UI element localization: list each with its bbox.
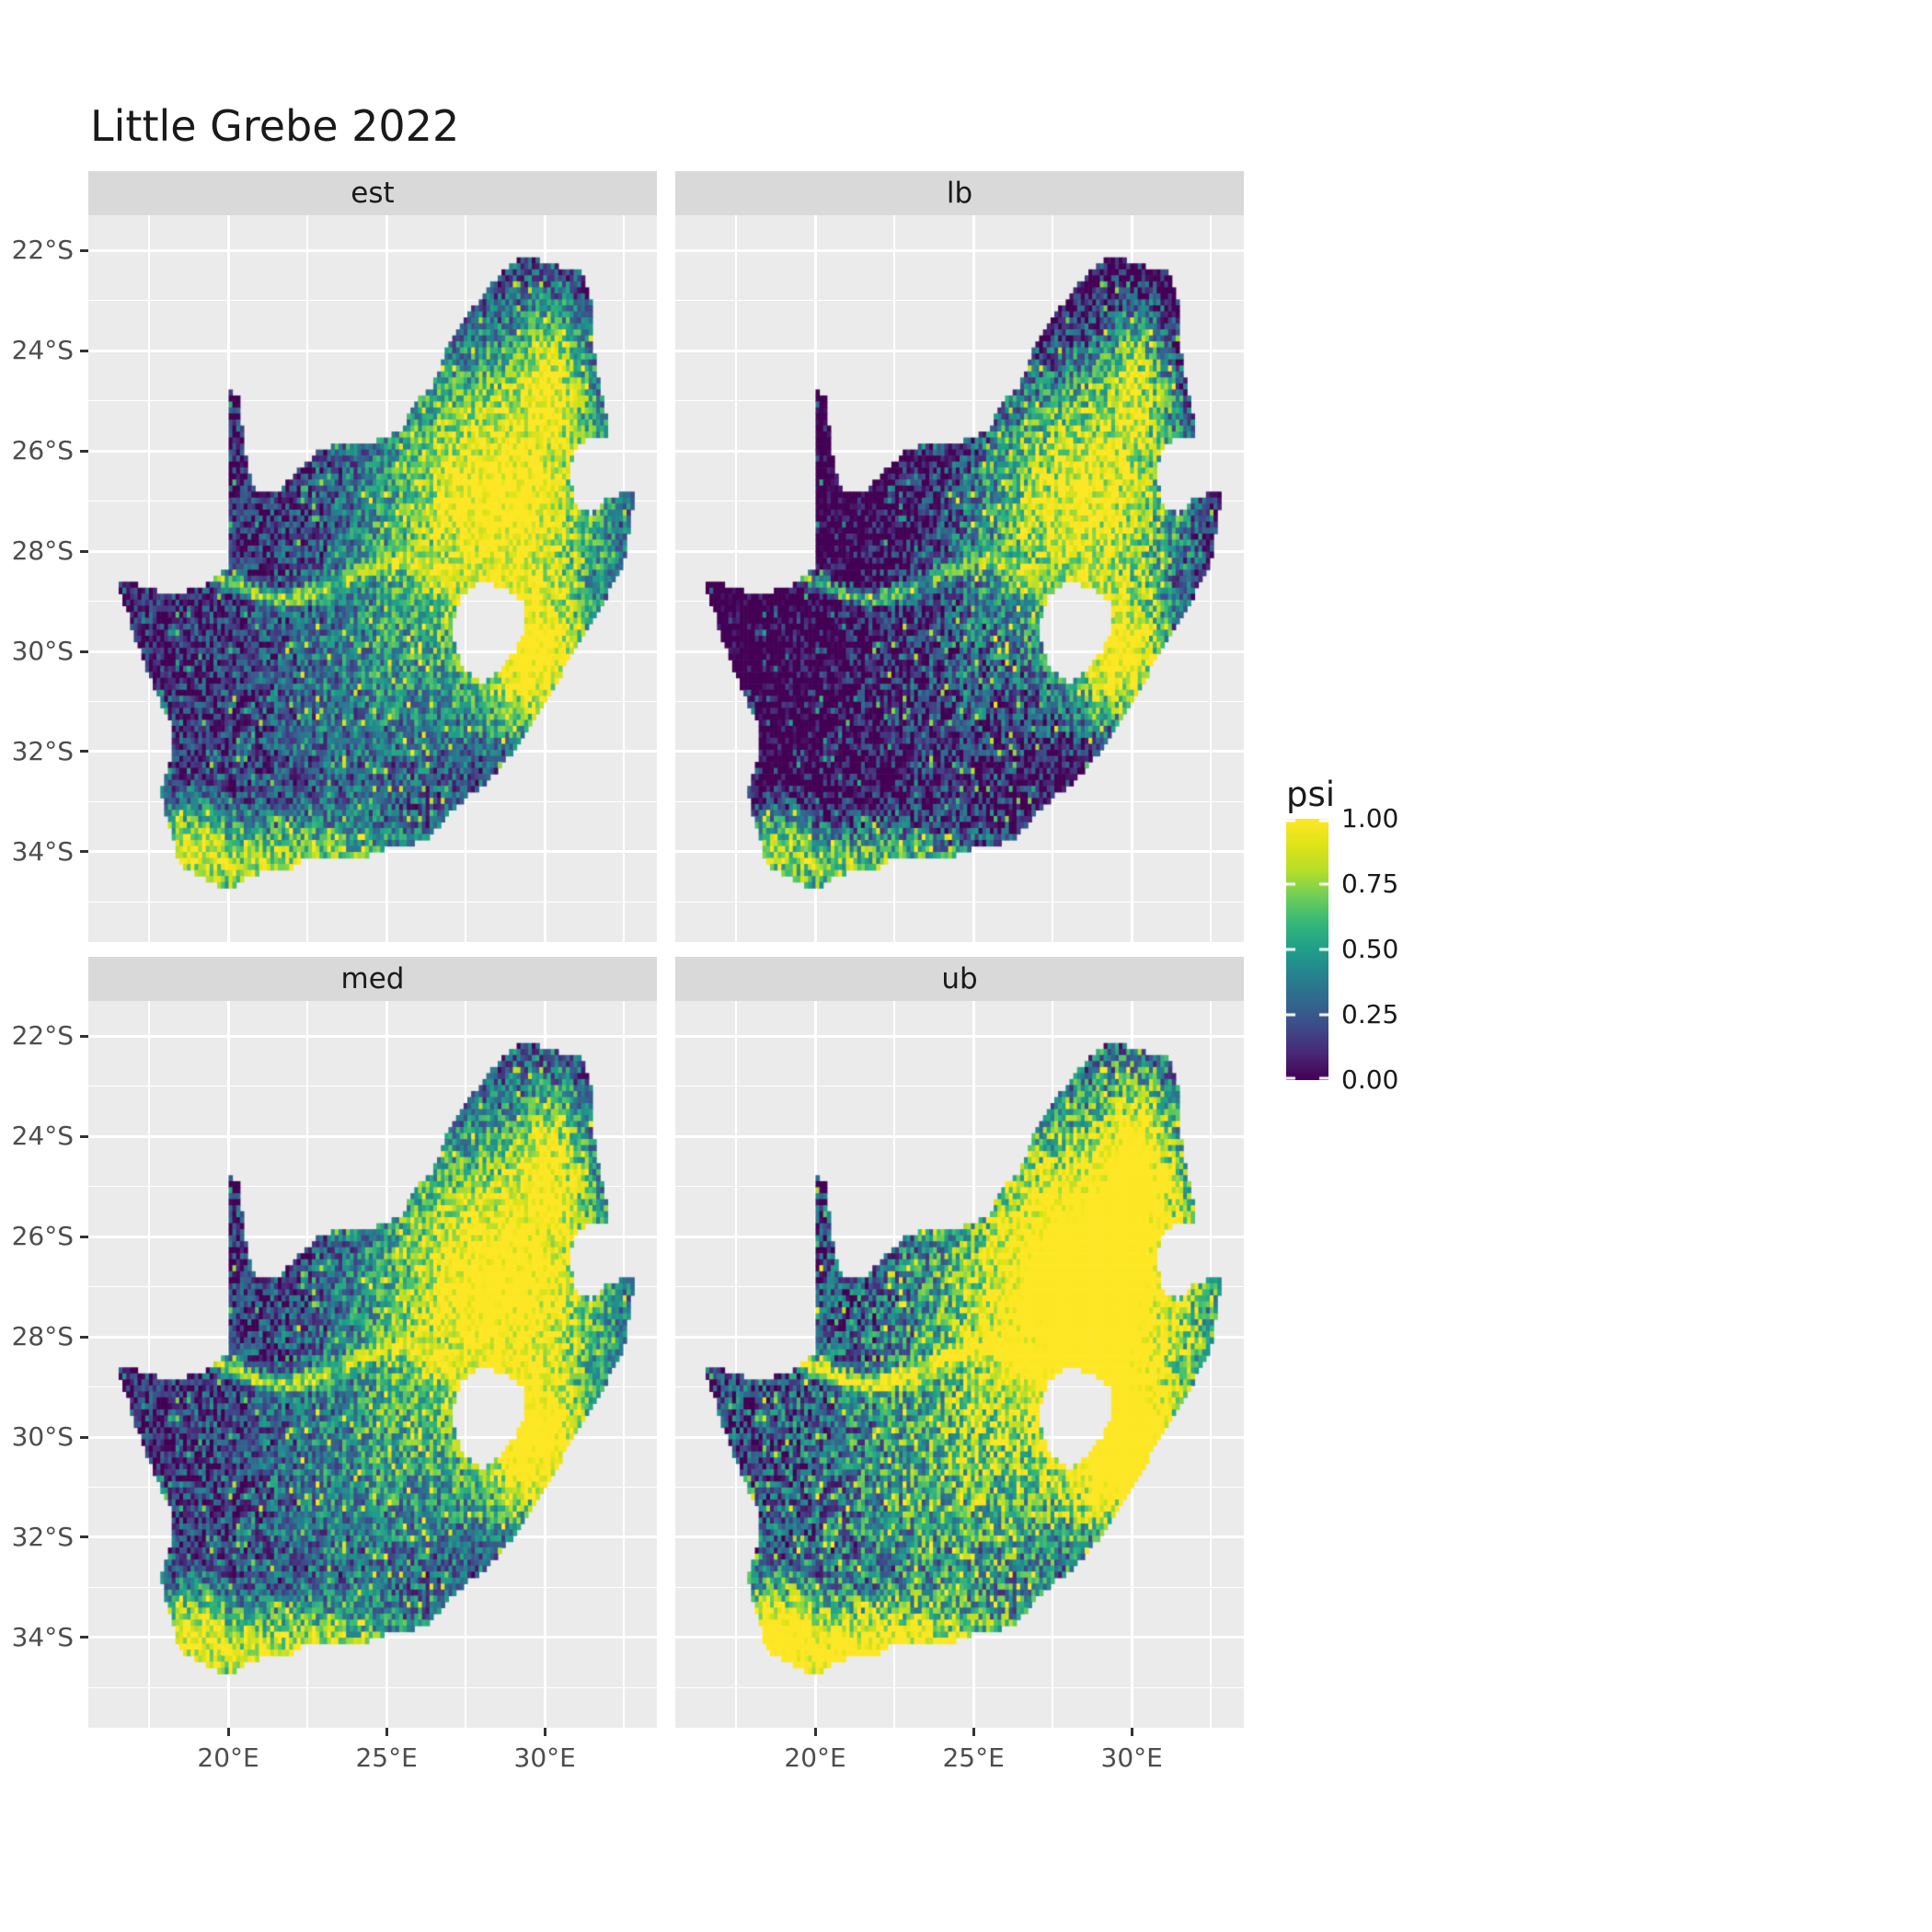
x-axis-tick [972,1728,975,1736]
x-axis-label: 25°E [942,1742,1005,1773]
facet-strip-med: med [88,957,657,1001]
y-axis-label: 26°S [11,1221,74,1252]
x-axis-label: 20°E [784,1742,846,1773]
legend-tick-label: 0.25 [1341,999,1399,1029]
legend-tick-label: 0.50 [1341,934,1399,964]
y-axis-tick [80,850,88,854]
x-axis-label: 30°E [513,1742,576,1773]
y-axis-tick [80,248,88,252]
legend-title: psi [1286,775,1336,814]
y-axis-tick [80,1235,88,1238]
plot-title: Little Grebe 2022 [90,101,460,151]
y-axis-tick [80,449,88,453]
y-axis-label: 34°S [11,1621,74,1652]
y-axis-label: 26°S [11,435,74,466]
map-panel-est [88,215,657,942]
y-axis-label: 30°S [11,636,74,666]
x-axis-tick [1130,1728,1133,1736]
y-axis-label: 22°S [11,235,74,266]
map-canvas-est [88,215,657,942]
facet-strip-label-est: est [351,177,395,210]
y-axis-tick [80,549,88,553]
legend-tick-label: 0.00 [1341,1064,1399,1095]
x-axis-tick [813,1728,817,1736]
y-axis-label: 28°S [11,1321,74,1352]
facet-strip-label-ub: ub [941,962,978,995]
facet-strip-label-med: med [340,962,405,995]
y-axis-label: 28°S [11,535,74,567]
y-axis-tick [80,349,88,352]
y-axis-label: 34°S [11,835,74,867]
y-axis-tick [80,1535,88,1539]
y-axis-label: 30°S [11,1421,74,1452]
facet-strip-lb: lb [675,171,1244,215]
facet-strip-est: est [88,171,657,215]
legend-tick-label: 1.00 [1341,803,1399,834]
y-axis-label: 32°S [11,735,74,766]
x-axis-label: 20°E [197,1742,259,1773]
y-axis-tick [80,1134,88,1138]
map-panel-ub [675,1001,1244,1728]
y-axis-tick [80,1335,88,1339]
y-axis-label: 22°S [11,1020,74,1052]
x-axis-label: 30°E [1100,1742,1163,1773]
x-axis-label: 25°E [355,1742,418,1773]
x-axis-tick [543,1728,546,1736]
y-axis-tick [80,1034,88,1038]
y-axis-tick [80,1435,88,1439]
y-axis-tick [80,650,88,653]
y-axis-label: 32°S [11,1521,74,1552]
map-canvas-ub [675,1001,1244,1728]
x-axis-tick [385,1728,388,1736]
map-canvas-med [88,1001,657,1728]
y-axis-tick [80,750,88,753]
map-panel-med [88,1001,657,1728]
map-canvas-lb [675,215,1244,942]
y-axis-label: 24°S [11,335,74,366]
y-axis-label: 24°S [11,1121,74,1152]
legend-tick-label: 0.75 [1341,868,1399,899]
legend-colorbar [1286,819,1328,1080]
y-axis-tick [80,1636,88,1639]
x-axis-tick [226,1728,230,1736]
map-panel-lb [675,215,1244,942]
facet-strip-ub: ub [675,957,1244,1001]
facet-strip-label-lb: lb [946,177,973,210]
